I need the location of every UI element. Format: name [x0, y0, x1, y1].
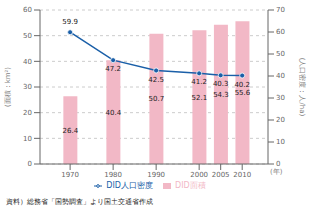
svg-text:47.2: 47.2	[105, 65, 121, 73]
svg-text:(年): (年)	[270, 168, 283, 176]
svg-text:42.5: 42.5	[148, 76, 164, 84]
svg-text:40: 40	[276, 72, 285, 80]
svg-text:2000: 2000	[190, 171, 208, 179]
svg-text:50: 50	[23, 32, 32, 40]
svg-text:1990: 1990	[147, 171, 165, 179]
svg-text:30: 30	[276, 94, 285, 102]
html-text:DID人口密度: DID人口密度	[106, 181, 153, 190]
svg-text:1970: 1970	[61, 171, 79, 179]
svg-text:26.4: 26.4	[63, 127, 79, 135]
svg-text:2010: 2010	[233, 171, 251, 179]
svg-text:(人口密度：人/ha): (人口密度：人/ha)	[298, 58, 302, 117]
svg-text:70: 70	[276, 6, 285, 14]
svg-text:41.2: 41.2	[191, 78, 207, 86]
svg-text:60: 60	[276, 28, 285, 36]
svg-text:2005: 2005	[212, 171, 230, 179]
svg-text:52.1: 52.1	[192, 94, 208, 102]
svg-text:0: 0	[276, 160, 280, 168]
html-text:DID面積: DID面積	[175, 181, 206, 190]
svg-text:40.3: 40.3	[213, 80, 229, 88]
svg-text:50.7: 50.7	[149, 95, 165, 103]
svg-text:20: 20	[23, 109, 32, 117]
svg-text:40.2: 40.2	[234, 81, 250, 89]
svg-text:40.4: 40.4	[106, 109, 122, 117]
svg-text:1980: 1980	[104, 171, 122, 179]
svg-text:59.9: 59.9	[62, 18, 78, 26]
svg-text:10: 10	[23, 135, 32, 143]
svg-text:30: 30	[23, 83, 32, 91]
svg-text:50: 50	[276, 50, 285, 58]
html-text:資料）総務省「国勢調査」より国土交通省作成: 資料）総務省「国勢調査」より国土交通省作成	[6, 198, 153, 206]
svg-text:40: 40	[23, 58, 32, 66]
svg-text:10: 10	[276, 138, 285, 146]
svg-text:55.6: 55.6	[235, 89, 251, 97]
svg-text:54.3: 54.3	[213, 91, 229, 99]
svg-text:20: 20	[276, 116, 285, 124]
svg-text:0: 0	[28, 160, 32, 168]
svg-text:60: 60	[23, 6, 32, 14]
svg-text:(面積：km²): (面積：km²)	[8, 67, 12, 107]
